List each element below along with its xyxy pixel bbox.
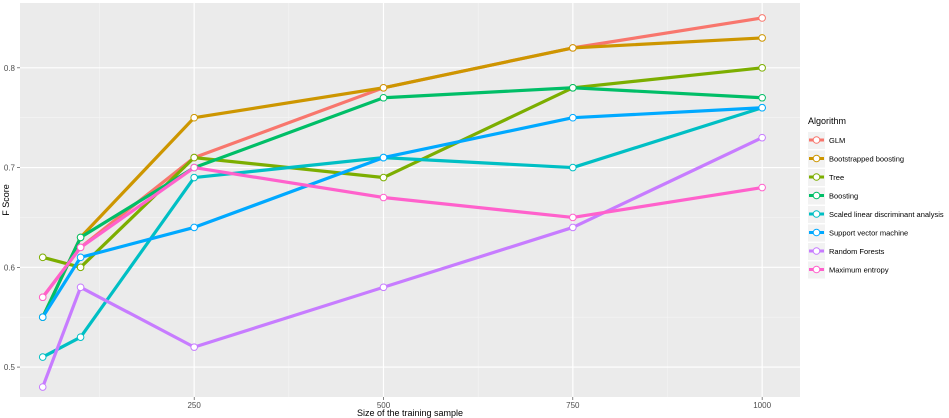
x-axis-title: Size of the training sample [357, 408, 463, 418]
y-tick-label: 0.8 [4, 64, 16, 73]
data-point [190, 223, 198, 232]
series-line [41, 165, 764, 299]
series-points [38, 14, 766, 391]
legend-label: GLM [829, 136, 845, 145]
legend-key-point [812, 210, 821, 218]
x-tick-label: 250 [187, 401, 201, 410]
legend-title: Algorithm [808, 116, 846, 126]
data-point [190, 113, 198, 122]
data-point [379, 83, 388, 92]
data-point [76, 263, 85, 272]
data-point [76, 333, 85, 341]
data-point [190, 173, 198, 182]
y-axis-ticks: 0.5 0.6 0.7 0.8 [4, 64, 20, 372]
y-axis-title: F Score [1, 184, 11, 216]
legend-key-point [812, 173, 821, 181]
x-tick-label: 500 [377, 401, 391, 410]
data-point [758, 103, 766, 112]
data-point [38, 353, 47, 361]
series-lines [41, 16, 764, 389]
major-gridlines [20, 3, 800, 397]
data-point [76, 233, 85, 242]
legend-key-point [812, 136, 821, 144]
data-point [569, 113, 577, 122]
data-point [379, 193, 388, 202]
data-point [190, 153, 198, 162]
legend-key-point [812, 228, 821, 237]
data-point [758, 34, 766, 42]
data-point [379, 173, 388, 182]
y-tick-label: 0.5 [4, 363, 16, 372]
legend-label: Bootstrapped boosting [829, 155, 904, 164]
data-point [76, 253, 85, 262]
data-point [190, 343, 198, 351]
legend-key-point [812, 154, 821, 163]
legend-label: Maximum entropy [829, 266, 889, 275]
data-point [758, 183, 766, 192]
data-point [38, 383, 47, 391]
data-point [38, 313, 47, 322]
legend: Algorithm GLM Bootstrapped boosting Tree Bo… [808, 116, 944, 279]
series-line [41, 106, 764, 319]
data-point [76, 283, 85, 292]
data-point [379, 153, 388, 162]
data-point [379, 283, 388, 292]
x-tick-label: 1000 [753, 401, 771, 410]
legend-key-point [812, 247, 821, 255]
legend-key-point [812, 191, 821, 200]
data-point [379, 93, 388, 102]
legend-label: Tree [829, 173, 844, 182]
x-axis-ticks: 250 500 750 1000 [187, 397, 772, 410]
data-point [190, 163, 198, 172]
x-tick-label: 750 [566, 401, 580, 410]
data-point [38, 293, 47, 302]
legend-label: Scaled linear discriminant analysis [829, 210, 944, 219]
data-point [758, 14, 766, 22]
data-point [758, 93, 766, 102]
data-point [569, 223, 577, 232]
y-tick-label: 0.6 [4, 263, 16, 272]
data-point [76, 243, 85, 252]
y-tick-label: 0.7 [4, 164, 16, 173]
data-point [569, 44, 577, 52]
data-point [758, 133, 766, 142]
data-point [569, 163, 577, 172]
data-point [569, 213, 577, 222]
series-line [41, 86, 764, 319]
data-point [569, 83, 577, 92]
legend-label: Random Forests [829, 247, 885, 256]
series-line [41, 106, 764, 359]
data-point [758, 64, 766, 72]
legend-label: Support vector machine [829, 229, 908, 238]
legend-key-point [812, 265, 821, 274]
data-point [38, 253, 47, 262]
legend-label: Boosting [829, 192, 858, 201]
